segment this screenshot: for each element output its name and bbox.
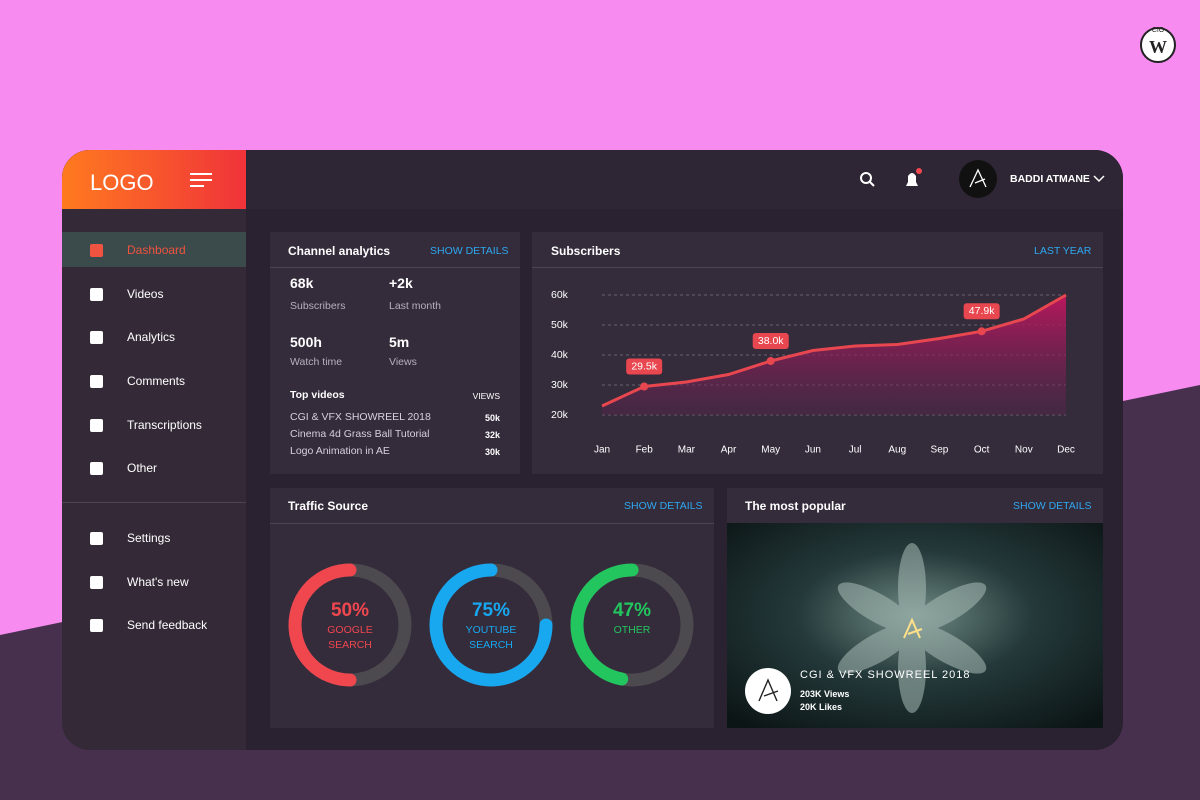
show-details[interactable]: SHOW DETAILS [1013,500,1092,512]
video-views: 32k [484,430,500,440]
search-handle [869,181,875,187]
video-name[interactable]: Cinema 4d Grass Ball Tutorial [290,428,430,440]
stat-value: +2k [389,275,413,291]
logo[interactable]: LOGO [90,170,154,195]
stat-label: Views [389,356,417,368]
subscribers-card [532,232,1103,474]
donut-label: OTHER [613,624,651,636]
menu-icon[interactable] [190,173,212,175]
donut-label: GOOGLE SEARCH [327,624,373,651]
card-title: Channel analytics [288,244,391,258]
menu-icon-line [190,185,204,187]
video-title: CGI & VFX SHOWREEL 2018 [800,669,971,681]
video-views: 203K Views [800,689,850,699]
user-name[interactable]: BADDI ATMANE [1010,173,1090,185]
nav-icon [90,619,103,632]
nav-icon [90,244,103,257]
nav-icon [90,576,103,589]
logo-area [62,150,246,209]
card-title: The most popular [745,499,846,513]
video-name[interactable]: Logo Animation in AE [290,445,390,457]
show-details[interactable]: SHOW DETAILS [430,245,509,257]
stat-value: 68k [290,275,314,291]
nav-item[interactable]: Comments [127,374,186,388]
donut-value: 75% [471,600,511,621]
nav-icon [90,419,103,432]
nav-item[interactable]: Transcriptions [127,418,202,432]
notification-dot [916,168,922,174]
card-title: Subscribers [551,244,621,258]
badge-letter: W [1149,37,1167,57]
nav-item[interactable]: Analytics [127,330,176,344]
user-avatar[interactable] [958,159,998,199]
stat-value: 500h [290,334,322,350]
search-icon[interactable] [860,172,872,184]
nav-item[interactable]: Dashboard [127,243,186,257]
video-views: 50k [484,413,500,423]
top-icons [860,168,922,187]
stat-value: 5m [389,334,410,350]
nav-icon [90,462,103,475]
video-likes: 20K Likes [800,702,843,712]
video-thumbnail[interactable] [727,523,1103,728]
channel-card [270,232,520,474]
divider [62,502,246,503]
badge-top: CIO [1152,27,1165,34]
stat-label: Subscribers [290,300,346,312]
top-videos-title: Top videos [290,389,345,401]
chevron[interactable] [1093,174,1105,184]
video-name[interactable]: CGI & VFX SHOWREEL 2018 [290,411,431,423]
nav-item[interactable]: Other [127,461,158,475]
nav-icon [90,331,103,344]
stat-label: Watch time [290,356,343,368]
stat-label: Last month [389,300,441,312]
bell-icon[interactable] [906,173,918,186]
donut-value: 50% [330,600,370,621]
show-details[interactable]: SHOW DETAILS [624,500,703,512]
donut-value: 47% [612,600,652,621]
nav-item[interactable]: Videos [127,287,164,301]
nav-icon [90,375,103,388]
donut-label: YOUTUBE SEARCH [465,624,517,651]
nav-icon [90,532,103,545]
nav-icon [90,288,103,301]
video-views: 30k [484,447,500,457]
period-link[interactable]: LAST YEAR [1034,245,1092,257]
views-header: VIEWS [472,391,500,401]
nav-item[interactable]: Settings [127,531,171,545]
badge-circle [1140,27,1176,63]
card-title: Traffic Source [288,499,369,513]
nav-item[interactable]: What's new [127,575,189,589]
nav-item[interactable]: Send feedback [127,618,208,632]
